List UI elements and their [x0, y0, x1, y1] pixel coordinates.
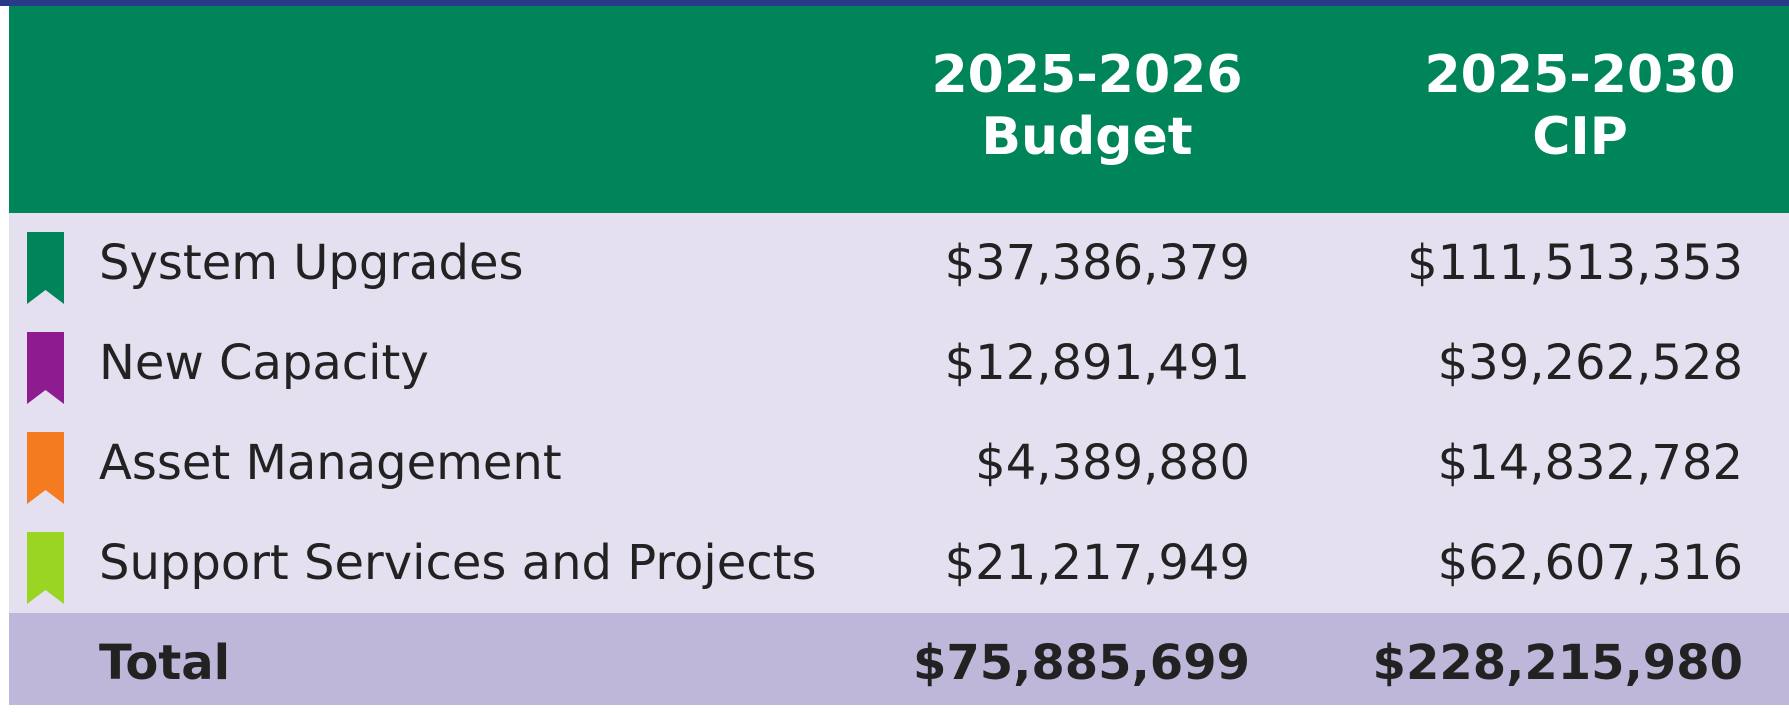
ribbon-icon	[27, 232, 64, 304]
ribbon-icon	[27, 532, 64, 604]
row-value: $62,607,316	[1437, 535, 1743, 591]
row-value: $39,262,528	[1437, 335, 1743, 391]
table-header: 2025-2026 Budget 2025-2030 CIP	[9, 6, 1789, 213]
ribbon-shape	[27, 432, 64, 504]
column-header: 2025-2030 CIP	[1400, 44, 1760, 168]
budget-table: 2025-2026 Budget 2025-2030 CIP System Upgra…	[9, 6, 1789, 705]
column-header-line: CIP	[1532, 107, 1628, 167]
table-row: Support Services and Projects $21,217,949…	[9, 513, 1789, 613]
row-value: $111,513,353	[1407, 235, 1743, 291]
ribbon-icon	[27, 332, 64, 404]
total-label: Total	[99, 635, 231, 691]
row-label: Asset Management	[99, 435, 562, 491]
ribbon-icon	[27, 432, 64, 504]
total-value: $228,215,980	[1372, 635, 1743, 691]
column-header: 2025-2026 Budget	[907, 44, 1267, 168]
row-value: $37,386,379	[944, 235, 1250, 291]
top-bar	[0, 0, 1789, 6]
column-header-line: 2025-2026	[931, 45, 1243, 105]
table-row: New Capacity $12,891,491 $39,262,528	[9, 313, 1789, 413]
row-value: $21,217,949	[944, 535, 1250, 591]
table-row: Asset Management $4,389,880 $14,832,782	[9, 413, 1789, 513]
row-value: $14,832,782	[1437, 435, 1743, 491]
ribbon-shape	[27, 332, 64, 404]
total-value: $75,885,699	[912, 635, 1250, 691]
table-body: System Upgrades $37,386,379 $111,513,353 Ne…	[9, 213, 1789, 613]
column-header-line: 2025-2030	[1424, 45, 1736, 105]
row-value: $12,891,491	[944, 335, 1250, 391]
row-label: New Capacity	[99, 335, 429, 391]
row-value: $4,389,880	[975, 435, 1250, 491]
total-row: Total $75,885,699 $228,215,980	[9, 613, 1789, 705]
ribbon-shape	[27, 232, 64, 304]
row-label: Support Services and Projects	[99, 535, 817, 591]
ribbon-shape	[27, 532, 64, 604]
column-header-line: Budget	[981, 107, 1193, 167]
table-row: System Upgrades $37,386,379 $111,513,353	[9, 213, 1789, 313]
row-label: System Upgrades	[99, 235, 524, 291]
